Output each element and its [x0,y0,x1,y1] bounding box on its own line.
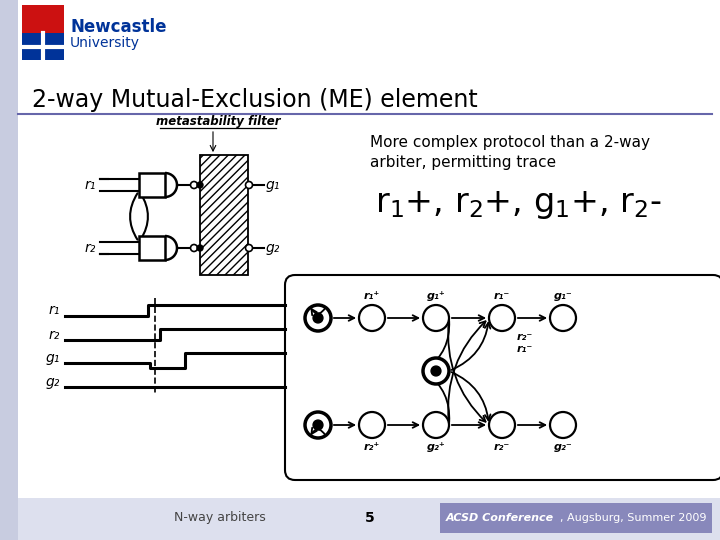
Circle shape [191,245,197,252]
FancyBboxPatch shape [18,498,720,540]
FancyBboxPatch shape [0,0,18,540]
Text: g₂: g₂ [45,375,60,389]
Circle shape [246,181,253,188]
Circle shape [305,305,331,331]
Text: g₁⁻: g₁⁻ [554,291,572,301]
Text: , Augsburg, Summer 2009: , Augsburg, Summer 2009 [560,513,706,523]
Circle shape [423,412,449,438]
Text: r$_1$+, r$_2$+, g$_1$+, r$_2$-: r$_1$+, r$_2$+, g$_1$+, r$_2$- [375,188,662,221]
FancyBboxPatch shape [22,5,64,60]
Circle shape [197,245,203,251]
Text: N-way arbiters: N-way arbiters [174,511,266,524]
Text: Newcastle: Newcastle [70,18,166,36]
FancyBboxPatch shape [200,155,248,275]
Text: r₂: r₂ [85,241,96,255]
Circle shape [191,181,197,188]
Text: g₂⁻: g₂⁻ [554,442,572,452]
Circle shape [550,305,576,331]
Text: g₁: g₁ [266,178,280,192]
Circle shape [423,358,449,384]
Text: r₁: r₁ [49,303,60,317]
FancyBboxPatch shape [440,503,712,533]
Circle shape [431,366,441,376]
Circle shape [359,412,385,438]
Text: 2-way Mutual-Exclusion (ME) element: 2-way Mutual-Exclusion (ME) element [32,88,478,112]
Circle shape [550,412,576,438]
Text: r₁⁺: r₁⁺ [364,291,380,301]
Circle shape [246,245,253,252]
Circle shape [489,412,515,438]
Text: r₁⁻: r₁⁻ [494,291,510,301]
Text: g₁: g₁ [45,351,60,365]
Circle shape [489,305,515,331]
Text: arbiter, permitting trace: arbiter, permitting trace [370,155,556,170]
Circle shape [197,182,203,188]
Text: metastability filter: metastability filter [156,115,280,128]
Circle shape [313,420,323,430]
FancyBboxPatch shape [22,5,64,33]
Circle shape [313,313,323,323]
Text: ACSD Conference: ACSD Conference [446,513,554,523]
Text: r₂: r₂ [49,328,60,342]
Text: r₂⁺: r₂⁺ [364,442,380,452]
Text: g₁⁺: g₁⁺ [427,291,446,301]
Text: r₁: r₁ [85,178,96,192]
Text: r₁⁻: r₁⁻ [517,344,534,354]
FancyBboxPatch shape [285,275,720,480]
Text: r₂⁻: r₂⁻ [517,332,534,342]
Text: University: University [70,36,140,50]
Text: r₂⁻: r₂⁻ [494,442,510,452]
Text: 5: 5 [365,511,375,525]
Text: g₂: g₂ [266,241,280,255]
FancyBboxPatch shape [139,173,165,197]
Circle shape [423,305,449,331]
Circle shape [305,412,331,438]
FancyBboxPatch shape [139,236,165,260]
Circle shape [359,305,385,331]
Text: g₂⁺: g₂⁺ [427,442,446,452]
Text: More complex protocol than a 2-way: More complex protocol than a 2-way [370,135,650,150]
FancyBboxPatch shape [18,0,720,498]
